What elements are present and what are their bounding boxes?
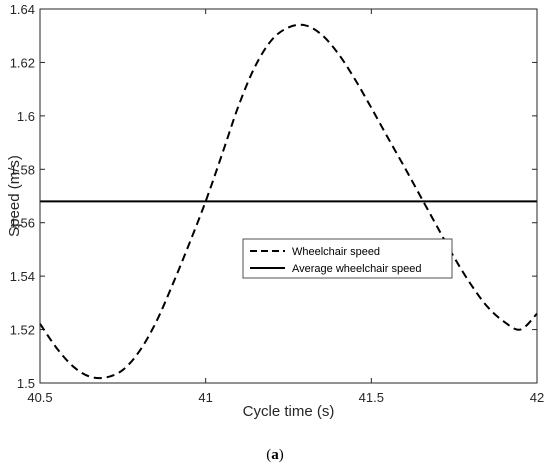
axes-box	[39, 8, 538, 384]
x-tick-label: 41	[198, 390, 212, 405]
y-axis-title: Speed (m/s)	[6, 155, 23, 237]
x-axis-title: Cycle time (s)	[243, 403, 335, 420]
y-tick-label: 1.5	[17, 376, 35, 391]
x-tick-label: 42	[530, 390, 544, 405]
x-tick-label: 40.5	[27, 390, 52, 405]
legend-label-average-speed: Average wheelchair speed	[292, 263, 421, 275]
y-tick-label: 1.6	[17, 109, 35, 124]
y-tick-label: 1.52	[10, 323, 35, 338]
y-tick-label: 1.56	[10, 216, 35, 231]
legend-label-wheelchair-speed: Wheelchair speed	[292, 246, 380, 258]
tick-layer: 40.5 41 41.5 42 1.5 1.52 1.54 1.56 1.58 1.6 1.62 1.…	[10, 2, 545, 405]
legend: Wheelchair speed Average wheelchair spee…	[242, 238, 453, 279]
y-tick-label: 1.62	[10, 55, 35, 70]
caption-open-paren: (	[266, 447, 271, 463]
y-tick-label: 1.54	[10, 269, 35, 284]
series-line-wheelchair-speed	[39, 23, 538, 380]
figure-caption: (a)	[266, 447, 284, 463]
y-tick-label: 1.58	[10, 162, 35, 177]
caption-close-paren: )	[279, 447, 284, 463]
caption-letter: a	[271, 447, 279, 463]
y-tick-label: 1.64	[10, 2, 35, 17]
legend-box	[242, 238, 453, 279]
x-tick-label: 41.5	[359, 390, 384, 405]
series-layer	[39, 23, 538, 380]
